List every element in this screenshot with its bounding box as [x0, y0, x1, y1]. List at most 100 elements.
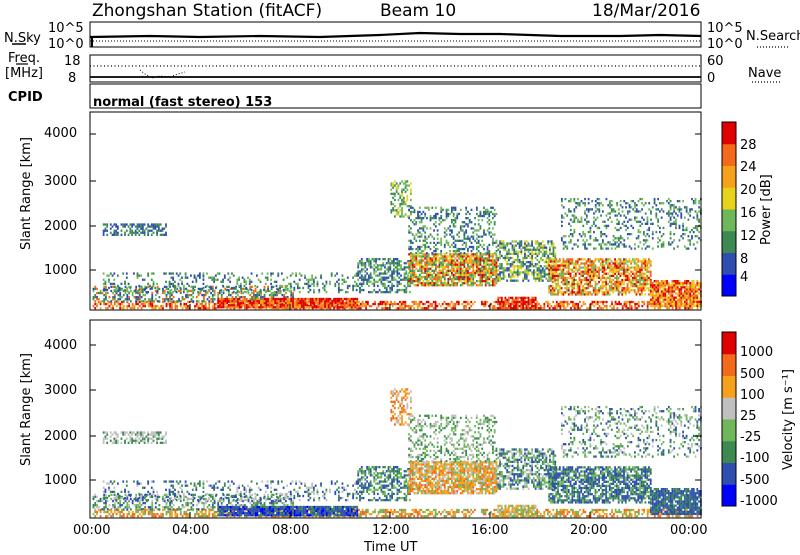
scatter-cell: [308, 287, 310, 289]
scatter-cell: [373, 279, 375, 281]
scatter-cell: [621, 289, 623, 291]
scatter-cell: [522, 277, 524, 279]
scatter-cell: [430, 268, 432, 270]
scatter-cell: [431, 282, 433, 284]
scatter-cell: [659, 307, 661, 309]
scatter-cell: [531, 253, 533, 255]
scatter-cell: [283, 279, 285, 281]
scatter-cell: [512, 247, 514, 249]
scatter-cell: [419, 301, 421, 303]
scatter-cell: [508, 251, 510, 253]
scatter-cell: [566, 264, 568, 266]
scatter-cell: [342, 300, 344, 302]
scatter-cell: [602, 283, 604, 285]
scatter-cell: [408, 253, 410, 255]
scatter-cell: [529, 265, 531, 267]
scatter-cell: [373, 270, 375, 272]
scatter-cell: [618, 258, 620, 260]
scatter-cell: [356, 304, 358, 306]
scatter-cell: [499, 242, 501, 244]
scatter-cell: [94, 303, 96, 305]
scatter-cell: [513, 253, 515, 255]
scatter-cell: [325, 291, 327, 293]
scatter-cell: [394, 180, 396, 182]
scatter-cell: [506, 255, 508, 257]
scatter-cell: [289, 290, 291, 292]
scatter-cell: [426, 276, 428, 278]
scatter-cell: [417, 280, 419, 282]
scatter-cell: [494, 263, 496, 265]
scatter-cell: [607, 277, 609, 279]
scatter-cell: [460, 278, 462, 280]
scatter-cell: [591, 277, 593, 279]
scatter-cell: [138, 285, 140, 287]
scatter-cell: [439, 253, 441, 255]
scatter-cell: [256, 286, 258, 288]
scatter-cell: [422, 225, 424, 227]
scatter-cell: [449, 246, 451, 248]
scatter-cell: [616, 275, 618, 277]
scatter-cell: [485, 257, 487, 259]
scatter-cell: [580, 279, 582, 281]
scatter-cell: [233, 302, 235, 304]
scatter-cell: [573, 291, 575, 293]
scatter-cell: [424, 225, 426, 227]
scatter-cell: [455, 263, 457, 265]
scatter-cell: [255, 294, 257, 296]
scatter-cell: [535, 257, 537, 259]
scatter-cell: [142, 223, 144, 225]
scatter-cell: [256, 300, 258, 302]
scatter-cell: [607, 293, 609, 295]
scatter-cell: [140, 223, 142, 225]
scatter-cell: [446, 257, 448, 259]
scatter-cell: [419, 248, 421, 250]
scatter-cell: [602, 301, 604, 303]
scatter-cell: [401, 303, 403, 305]
scatter-cell: [117, 294, 119, 296]
scatter-cell: [490, 268, 492, 270]
scatter-cell: [584, 210, 586, 212]
scatter-cell: [602, 271, 604, 273]
scatter-cell: [563, 241, 565, 243]
scatter-cell: [171, 305, 173, 307]
scatter-cell: [661, 208, 663, 210]
scatter-cell: [462, 229, 464, 231]
scatter-cell: [456, 266, 458, 268]
scatter-cell: [497, 259, 499, 261]
scatter-cell: [273, 306, 275, 308]
scatter-cell: [281, 285, 283, 287]
scatter-cell: [175, 303, 177, 305]
scatter-cell: [492, 255, 494, 257]
scatter-cell: [548, 289, 550, 291]
scatter-cell: [568, 241, 570, 243]
scatter-cell: [612, 279, 614, 281]
scatter-cell: [172, 285, 174, 287]
scatter-cell: [616, 219, 618, 221]
scatter-cell: [650, 273, 652, 275]
scatter-cell: [586, 247, 588, 249]
scatter-cell: [537, 255, 539, 257]
scatter-cell: [632, 283, 634, 285]
scatter-cell: [334, 283, 336, 285]
scatter-cell: [322, 298, 324, 300]
scatter-cell: [521, 253, 523, 255]
scatter-cell: [616, 266, 618, 268]
scatter-cell: [126, 223, 128, 225]
scatter-cell: [305, 302, 307, 304]
scatter-cell: [163, 228, 165, 230]
scatter-cell: [353, 306, 355, 308]
scatter-cell: [451, 219, 453, 221]
scatter-cell: [588, 208, 590, 210]
scatter-cell: [417, 231, 419, 233]
scatter-cell: [397, 258, 399, 260]
scatter-cell: [554, 305, 556, 307]
scatter-cell: [554, 289, 556, 291]
scatter-cell: [93, 290, 95, 292]
scatter-cell: [110, 286, 112, 288]
scatter-cell: [528, 271, 530, 273]
scatter-cell: [512, 271, 514, 273]
scatter-cell: [577, 221, 579, 223]
scatter-cell: [517, 255, 519, 257]
scatter-cell: [579, 202, 581, 204]
scatter-cell: [419, 282, 421, 284]
